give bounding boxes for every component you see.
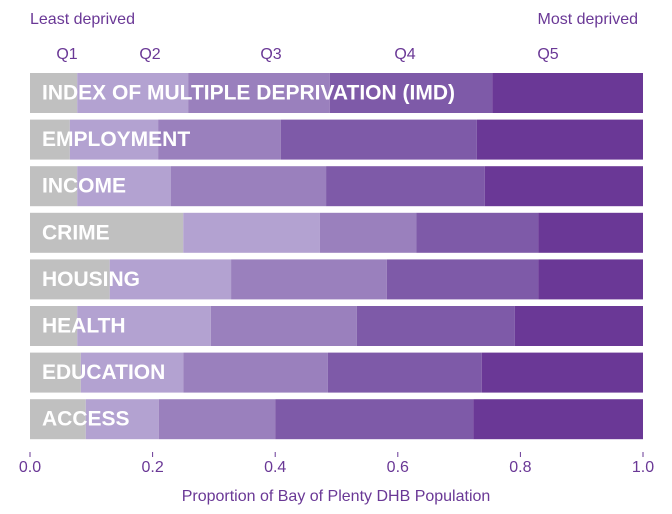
bar-segment xyxy=(77,306,211,346)
bar-segment xyxy=(30,119,70,160)
bar-segment xyxy=(476,119,643,160)
bar-segment xyxy=(30,259,110,300)
bar-segment xyxy=(183,212,320,253)
bar-segment xyxy=(30,306,78,346)
x-tick-label: 0.4 xyxy=(264,459,286,476)
bar-segment xyxy=(473,399,643,440)
bar-segment xyxy=(231,259,387,300)
category-label: INDEX OF MULTIPLE DEPRIVATION (IMD) xyxy=(42,82,455,105)
category-label: EDUCATION xyxy=(42,361,165,384)
bar-segment xyxy=(514,306,643,346)
bar-segment xyxy=(326,166,485,207)
bar-segment xyxy=(30,352,81,393)
bar-segment xyxy=(275,399,474,440)
bar-segment xyxy=(538,212,643,253)
bar-segment xyxy=(329,73,493,113)
legend-label: Q1 xyxy=(56,46,77,63)
x-tick-label: 0.0 xyxy=(19,459,41,476)
bar-segment xyxy=(30,166,78,207)
bar-segment xyxy=(170,166,327,207)
bar-segment xyxy=(492,73,643,113)
bar-segment xyxy=(158,119,281,160)
legend-label: Q5 xyxy=(537,46,558,63)
bar-segment xyxy=(30,212,184,253)
x-tick-label: 1.0 xyxy=(632,459,654,476)
bar-segment xyxy=(386,259,539,300)
bar-segment xyxy=(109,259,232,300)
bar-segment xyxy=(280,119,477,160)
x-tick-label: 0.2 xyxy=(141,459,163,476)
legend-label: Q3 xyxy=(260,46,281,63)
category-label: HOUSING xyxy=(42,268,140,291)
bar-segment xyxy=(356,306,515,346)
bar-segment xyxy=(30,399,86,440)
bar-segment xyxy=(77,73,189,113)
category-label: ACCESS xyxy=(42,408,130,431)
x-axis-label: Proportion of Bay of Plenty DHB Populati… xyxy=(182,488,491,505)
bar-segment xyxy=(188,73,330,113)
category-label: HEALTH xyxy=(42,315,126,338)
legend-label: Q2 xyxy=(139,46,160,63)
annotation: Least deprived xyxy=(30,11,135,28)
annotation: Most deprived xyxy=(538,11,639,28)
bar-segment xyxy=(210,306,357,346)
bar-segment xyxy=(538,259,643,300)
bar-segment xyxy=(85,399,159,440)
bar-segment xyxy=(327,352,482,393)
bar-segment xyxy=(183,352,328,393)
bar-segment xyxy=(416,212,539,253)
bar-segment xyxy=(319,212,417,253)
bar-segment xyxy=(77,166,171,207)
x-tick-label: 0.6 xyxy=(387,459,409,476)
legend-label: Q4 xyxy=(394,46,415,63)
bar-segment xyxy=(80,352,184,393)
category-label: EMPLOYMENT xyxy=(42,128,190,151)
category-label: INCOME xyxy=(42,175,126,198)
bar-segment xyxy=(481,352,643,393)
bar-segment xyxy=(484,166,643,207)
bar-segment xyxy=(69,119,159,160)
category-label: CRIME xyxy=(42,221,110,244)
bar-segment xyxy=(158,399,276,440)
x-tick-label: 0.8 xyxy=(509,459,531,476)
bar-segment xyxy=(30,73,78,113)
